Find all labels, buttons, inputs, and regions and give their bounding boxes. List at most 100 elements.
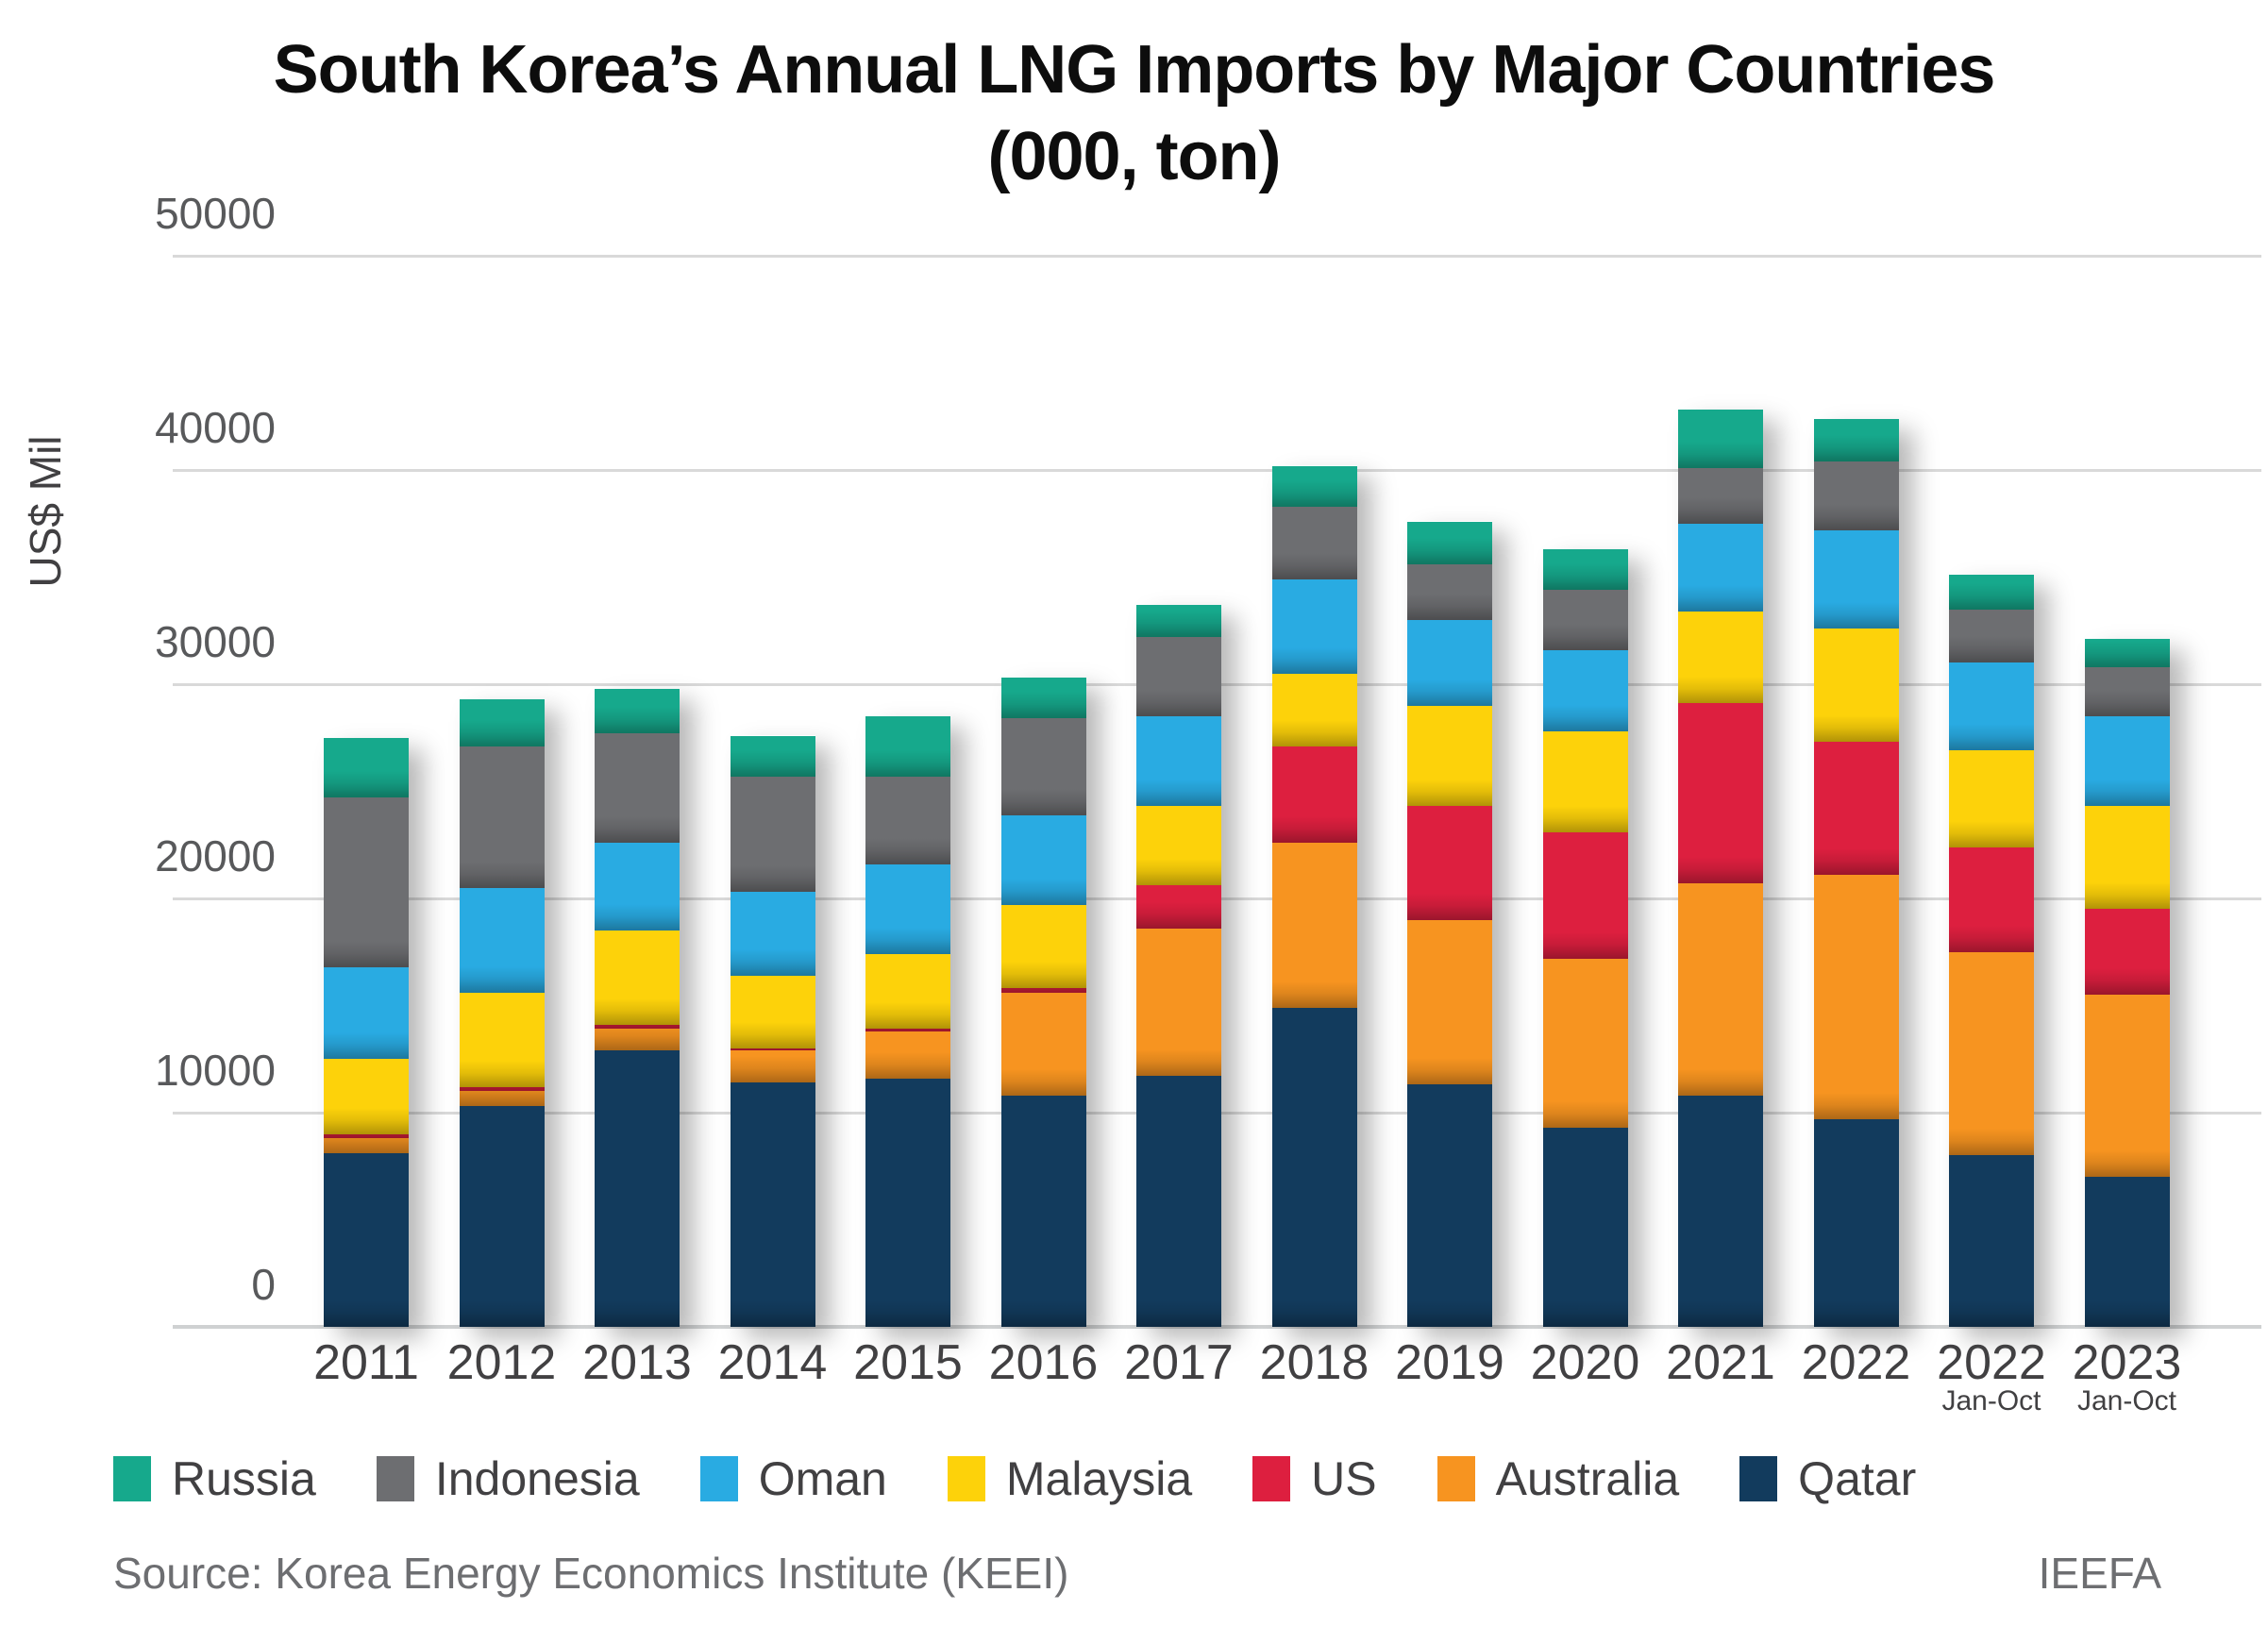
segment-us-2020 xyxy=(1542,831,1628,959)
segment-indonesia-2022 xyxy=(1949,609,2034,663)
legend-item-russia: Russia xyxy=(113,1451,316,1506)
segment-oman-2020 xyxy=(1542,649,1628,731)
gridline-40000 xyxy=(173,468,2261,472)
bar-2011 xyxy=(324,737,409,1327)
segment-us-2011 xyxy=(324,1133,409,1139)
segment-oman-2021 xyxy=(1678,523,1763,612)
segment-indonesia-2019 xyxy=(1407,563,1492,620)
segment-russia-2019 xyxy=(1407,521,1492,564)
legend-swatch-malaysia xyxy=(947,1456,985,1501)
segment-australia-2012 xyxy=(459,1091,545,1107)
y-tick-10000: 10000 xyxy=(155,1046,276,1095)
segment-malaysia-2012 xyxy=(459,992,545,1087)
segment-malaysia-2021 xyxy=(1678,611,1763,704)
segment-russia-2022 xyxy=(1949,575,2034,610)
bar-2018 xyxy=(1271,465,1357,1327)
legend-item-oman: Oman xyxy=(699,1451,887,1506)
segment-qatar-2019 xyxy=(1407,1084,1492,1327)
segment-us-2017 xyxy=(1136,885,1221,929)
y-tick-50000: 50000 xyxy=(155,189,276,238)
segment-russia-2016 xyxy=(1000,678,1086,719)
segment-australia-2018 xyxy=(1271,842,1357,1008)
legend-label-qatar: Qatar xyxy=(1798,1452,1917,1505)
x-tick-2018: 2018 xyxy=(1259,1335,1369,1390)
segment-malaysia-2014 xyxy=(730,975,815,1048)
segment-russia-2013 xyxy=(595,688,680,734)
segment-australia-2014 xyxy=(730,1050,815,1083)
legend-swatch-russia xyxy=(113,1456,151,1501)
bar-2023-jan-oct xyxy=(2084,639,2170,1327)
chart-title: South Korea’s Annual LNG Imports by Majo… xyxy=(0,26,2268,200)
segment-australia-2020 xyxy=(1542,958,1628,1128)
x-tick-2011: 2011 xyxy=(313,1335,419,1390)
x-tick-2020: 2020 xyxy=(1530,1335,1640,1390)
segment-us-2015 xyxy=(865,1029,950,1031)
segment-oman-2013 xyxy=(595,843,680,931)
x-subtick-jan-oct: Jan-Oct xyxy=(1941,1385,2041,1417)
segment-malaysia-2019 xyxy=(1407,705,1492,807)
segment-russia-2018 xyxy=(1271,465,1357,507)
bar-2022-jan-oct xyxy=(1949,575,2034,1327)
segment-indonesia-2018 xyxy=(1271,506,1357,579)
segment-qatar-2012 xyxy=(459,1106,545,1327)
segment-malaysia-2022 xyxy=(1813,629,1899,743)
segment-oman-2019 xyxy=(1407,619,1492,706)
segment-qatar-2022 xyxy=(1813,1118,1899,1327)
segment-us-2016 xyxy=(1000,988,1086,993)
x-tick-2017: 2017 xyxy=(1124,1335,1234,1390)
segment-qatar-2013 xyxy=(595,1050,680,1327)
legend-swatch-qatar xyxy=(1739,1456,1778,1501)
segment-australia-2016 xyxy=(1000,992,1086,1096)
source-note: Source: Korea Energy Economics Institute… xyxy=(113,1549,1069,1598)
segment-malaysia-2011 xyxy=(324,1059,409,1134)
segment-indonesia-2014 xyxy=(730,776,815,893)
legend-item-indonesia: Indonesia xyxy=(376,1451,640,1506)
segment-oman-2023 xyxy=(2084,716,2170,807)
bar-2017 xyxy=(1136,605,1221,1327)
legend-label-russia: Russia xyxy=(172,1452,316,1505)
segment-oman-2015 xyxy=(865,863,950,955)
segment-russia-2021 xyxy=(1678,410,1763,468)
segment-russia-2020 xyxy=(1542,549,1628,591)
segment-russia-2023 xyxy=(2084,639,2170,667)
segment-malaysia-2013 xyxy=(595,930,680,1025)
segment-qatar-2021 xyxy=(1678,1095,1763,1327)
legend-swatch-indonesia xyxy=(376,1456,414,1501)
segment-us-2022 xyxy=(1813,742,1899,876)
segment-russia-2014 xyxy=(730,735,815,777)
segment-australia-2023 xyxy=(2084,995,2170,1178)
legend-item-malaysia: Malaysia xyxy=(947,1451,1193,1506)
legend-label-malaysia: Malaysia xyxy=(1005,1452,1193,1505)
segment-australia-2013 xyxy=(595,1029,680,1051)
legend-swatch-australia xyxy=(1436,1456,1475,1501)
legend-label-us: US xyxy=(1311,1452,1377,1505)
segment-qatar-2011 xyxy=(324,1153,409,1327)
segment-australia-2015 xyxy=(865,1031,950,1079)
gridline-50000 xyxy=(173,254,2261,258)
segment-oman-2014 xyxy=(730,892,815,976)
segment-indonesia-2013 xyxy=(595,733,680,843)
segment-oman-2018 xyxy=(1271,578,1357,674)
segment-qatar-2015 xyxy=(865,1078,950,1327)
chart-title-line1: South Korea’s Annual LNG Imports by Majo… xyxy=(273,32,1996,108)
segment-indonesia-2016 xyxy=(1000,718,1086,815)
x-subtick-jan-oct: Jan-Oct xyxy=(2076,1385,2177,1417)
bar-2014 xyxy=(730,735,815,1327)
segment-russia-2022 xyxy=(1813,418,1899,461)
segment-oman-2022 xyxy=(1813,529,1899,629)
y-tick-40000: 40000 xyxy=(155,403,276,452)
segment-qatar-2014 xyxy=(730,1082,815,1327)
segment-us-2021 xyxy=(1678,703,1763,884)
segment-australia-2021 xyxy=(1678,883,1763,1096)
segment-oman-2017 xyxy=(1136,716,1221,807)
legend-swatch-oman xyxy=(699,1456,738,1501)
bar-2022 xyxy=(1813,418,1899,1327)
legend-label-australia: Australia xyxy=(1495,1452,1680,1505)
segment-us-2014 xyxy=(730,1048,815,1051)
segment-russia-2012 xyxy=(459,698,545,746)
segment-russia-2017 xyxy=(1136,605,1221,638)
segment-australia-2022 xyxy=(1949,951,2034,1156)
bar-2012 xyxy=(459,698,545,1327)
segment-australia-2022 xyxy=(1813,875,1899,1119)
segment-qatar-2020 xyxy=(1542,1127,1628,1327)
